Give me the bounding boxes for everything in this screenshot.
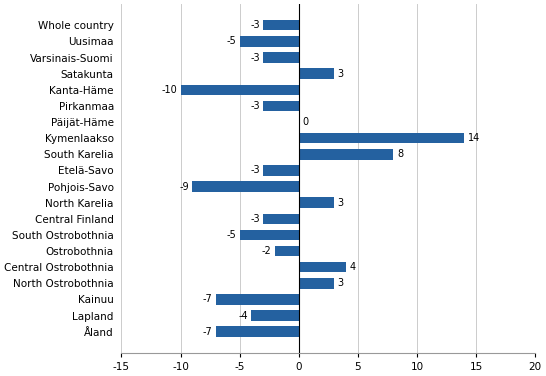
Bar xyxy=(263,101,299,111)
Text: 8: 8 xyxy=(397,149,403,159)
Text: -5: -5 xyxy=(227,36,236,46)
Text: 0: 0 xyxy=(302,117,308,127)
Text: 3: 3 xyxy=(338,69,344,79)
Text: -3: -3 xyxy=(250,101,260,111)
Text: 14: 14 xyxy=(468,133,480,143)
Bar xyxy=(263,165,299,176)
Text: -9: -9 xyxy=(179,182,189,191)
Bar xyxy=(192,181,299,192)
Text: 4: 4 xyxy=(349,262,356,272)
Text: -3: -3 xyxy=(250,214,260,224)
Bar xyxy=(181,85,299,95)
Bar xyxy=(252,310,299,321)
Bar xyxy=(299,68,334,79)
Text: -2: -2 xyxy=(262,246,271,256)
Text: -3: -3 xyxy=(250,20,260,30)
Text: -7: -7 xyxy=(203,327,212,337)
Bar xyxy=(299,262,346,273)
Text: 3: 3 xyxy=(338,278,344,288)
Bar xyxy=(299,149,393,159)
Bar xyxy=(299,197,334,208)
Text: -3: -3 xyxy=(250,53,260,62)
Text: -3: -3 xyxy=(250,165,260,176)
Text: -7: -7 xyxy=(203,294,212,305)
Bar xyxy=(240,230,299,240)
Bar xyxy=(275,246,299,256)
Bar xyxy=(240,36,299,47)
Text: -5: -5 xyxy=(227,230,236,240)
Bar xyxy=(263,214,299,224)
Bar xyxy=(263,20,299,30)
Bar xyxy=(299,278,334,288)
Bar xyxy=(263,52,299,63)
Text: 3: 3 xyxy=(338,198,344,208)
Bar xyxy=(299,133,464,143)
Bar xyxy=(216,294,299,305)
Text: -10: -10 xyxy=(161,85,177,95)
Text: -4: -4 xyxy=(238,311,248,321)
Bar xyxy=(216,326,299,337)
